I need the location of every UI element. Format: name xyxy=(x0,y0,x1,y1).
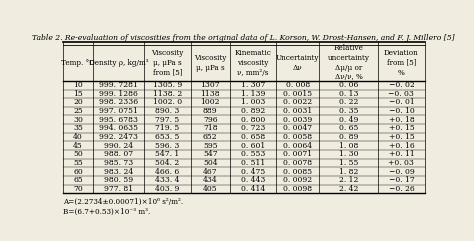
Text: −0. 03: −0. 03 xyxy=(389,90,414,98)
Text: 980. 59: 980. 59 xyxy=(104,176,133,184)
Text: 504. 2: 504. 2 xyxy=(155,159,180,167)
Text: +0. 18: +0. 18 xyxy=(389,116,414,124)
Text: 55: 55 xyxy=(73,159,83,167)
Text: 0. 35: 0. 35 xyxy=(339,107,358,115)
Text: 998. 2336: 998. 2336 xyxy=(99,99,138,107)
Text: −0. 09: −0. 09 xyxy=(389,167,414,175)
Text: 1. 139: 1. 139 xyxy=(241,90,265,98)
Text: 50: 50 xyxy=(73,150,83,158)
Text: 40: 40 xyxy=(73,133,83,141)
Text: 433. 4: 433. 4 xyxy=(155,176,180,184)
Text: 434: 434 xyxy=(203,176,218,184)
Text: 0. 0047: 0. 0047 xyxy=(283,124,312,132)
Text: 0. 601: 0. 601 xyxy=(241,142,265,150)
Text: 1. 55: 1. 55 xyxy=(339,159,358,167)
Text: A=(2.2734±0.00071)×10⁶ s²/m².: A=(2.2734±0.00071)×10⁶ s²/m². xyxy=(63,198,183,206)
Text: 719. 5: 719. 5 xyxy=(155,124,180,132)
Text: +0. 16: +0. 16 xyxy=(389,142,414,150)
Text: 653. 5: 653. 5 xyxy=(155,133,180,141)
Text: 0. 800: 0. 800 xyxy=(241,116,265,124)
Text: 977. 81: 977. 81 xyxy=(104,185,133,193)
Text: 0. 0031: 0. 0031 xyxy=(283,107,312,115)
Text: 0. 06: 0. 06 xyxy=(339,81,358,89)
Text: Kinematic
viscosity
ν, mm²/s: Kinematic viscosity ν, mm²/s xyxy=(235,49,272,77)
Text: 65: 65 xyxy=(73,176,83,184)
Text: 797. 5: 797. 5 xyxy=(155,116,180,124)
Text: 985. 73: 985. 73 xyxy=(104,159,134,167)
Text: 596. 3: 596. 3 xyxy=(155,142,180,150)
Text: 992. 2473: 992. 2473 xyxy=(100,133,138,141)
Text: 718: 718 xyxy=(203,124,218,132)
Text: 595: 595 xyxy=(203,142,218,150)
Text: Viscosity
μ, μPa s: Viscosity μ, μPa s xyxy=(194,54,227,72)
Text: 0. 89: 0. 89 xyxy=(339,133,358,141)
Text: Relative
uncertainty
Δμ/μ or
Δν/ν, %: Relative uncertainty Δμ/μ or Δν/ν, % xyxy=(328,44,370,81)
Text: 997. 0751: 997. 0751 xyxy=(100,107,138,115)
Text: 1307: 1307 xyxy=(201,81,220,89)
Text: Density ρ, kg/m³: Density ρ, kg/m³ xyxy=(89,59,149,67)
Text: 995. 6783: 995. 6783 xyxy=(100,116,138,124)
Text: 0. 511: 0. 511 xyxy=(241,159,265,167)
Text: +0. 15: +0. 15 xyxy=(389,124,414,132)
Text: 15: 15 xyxy=(73,90,83,98)
Text: 467: 467 xyxy=(203,167,218,175)
Text: 890. 3: 890. 3 xyxy=(155,107,180,115)
Text: 0. 0098: 0. 0098 xyxy=(283,185,312,193)
Text: −0. 26: −0. 26 xyxy=(389,185,414,193)
Text: 35: 35 xyxy=(73,124,83,132)
Text: 0. 0015: 0. 0015 xyxy=(283,90,312,98)
Text: 0. 0039: 0. 0039 xyxy=(283,116,312,124)
Text: 0. 553: 0. 553 xyxy=(241,150,265,158)
Text: 889: 889 xyxy=(203,107,218,115)
Text: 0. 0092: 0. 0092 xyxy=(283,176,312,184)
Text: Viscosity
μ, μPa s
from [5]: Viscosity μ, μPa s from [5] xyxy=(151,49,184,77)
Text: +0. 15: +0. 15 xyxy=(389,133,414,141)
Text: 547. 1: 547. 1 xyxy=(155,150,180,158)
Text: 30: 30 xyxy=(73,116,83,124)
Text: −0. 02: −0. 02 xyxy=(389,81,414,89)
Text: 466. 6: 466. 6 xyxy=(155,167,180,175)
Text: 0. 65: 0. 65 xyxy=(339,124,358,132)
Text: 0. 443: 0. 443 xyxy=(241,176,265,184)
Text: 1138. 2: 1138. 2 xyxy=(153,90,182,98)
Text: +0. 03: +0. 03 xyxy=(389,159,414,167)
Text: 1. 307: 1. 307 xyxy=(241,81,265,89)
Text: 0. 892: 0. 892 xyxy=(241,107,265,115)
Text: 990. 24: 990. 24 xyxy=(104,142,133,150)
Text: 1002. 0: 1002. 0 xyxy=(153,99,182,107)
Text: 1305. 9: 1305. 9 xyxy=(153,81,182,89)
Text: 0. 49: 0. 49 xyxy=(339,116,358,124)
Text: 2. 42: 2. 42 xyxy=(339,185,358,193)
Text: 70: 70 xyxy=(73,185,83,193)
Text: 0. 0058: 0. 0058 xyxy=(283,133,312,141)
Text: 0. 22: 0. 22 xyxy=(339,99,358,107)
Text: Table 2. Re-evaluation of viscosities from the original data of L. Korson, W. Dr: Table 2. Re-evaluation of viscosities fr… xyxy=(32,33,454,41)
Text: 652: 652 xyxy=(203,133,218,141)
Text: −0. 01: −0. 01 xyxy=(389,99,414,107)
Text: 45: 45 xyxy=(73,142,83,150)
Text: 1. 003: 1. 003 xyxy=(241,99,265,107)
Text: 1138: 1138 xyxy=(201,90,220,98)
Text: B=(6.7+0.53)×10⁻³ m³.: B=(6.7+0.53)×10⁻³ m³. xyxy=(63,208,150,216)
Text: 403. 9: 403. 9 xyxy=(155,185,180,193)
Text: −0. 10: −0. 10 xyxy=(389,107,414,115)
Text: 0. 414: 0. 414 xyxy=(241,185,265,193)
Text: 0. 13: 0. 13 xyxy=(339,90,358,98)
Text: Temp. °C: Temp. °C xyxy=(61,59,95,67)
Text: 0. 0064: 0. 0064 xyxy=(283,142,312,150)
Text: 25: 25 xyxy=(73,107,83,115)
Text: 1002: 1002 xyxy=(201,99,220,107)
Text: 0. 008: 0. 008 xyxy=(286,81,310,89)
Text: −0. 17: −0. 17 xyxy=(389,176,414,184)
Text: 1. 08: 1. 08 xyxy=(339,142,358,150)
Text: 796: 796 xyxy=(203,116,218,124)
Text: 504: 504 xyxy=(203,159,218,167)
Text: 988. 07: 988. 07 xyxy=(104,150,133,158)
Text: 2. 12: 2. 12 xyxy=(339,176,358,184)
Text: 0. 0022: 0. 0022 xyxy=(283,99,312,107)
Text: 1. 30: 1. 30 xyxy=(339,150,358,158)
Text: 0. 658: 0. 658 xyxy=(241,133,265,141)
Text: 0. 723: 0. 723 xyxy=(241,124,265,132)
Text: 405: 405 xyxy=(203,185,218,193)
Text: Deviation
from [5]
%: Deviation from [5] % xyxy=(384,49,419,77)
